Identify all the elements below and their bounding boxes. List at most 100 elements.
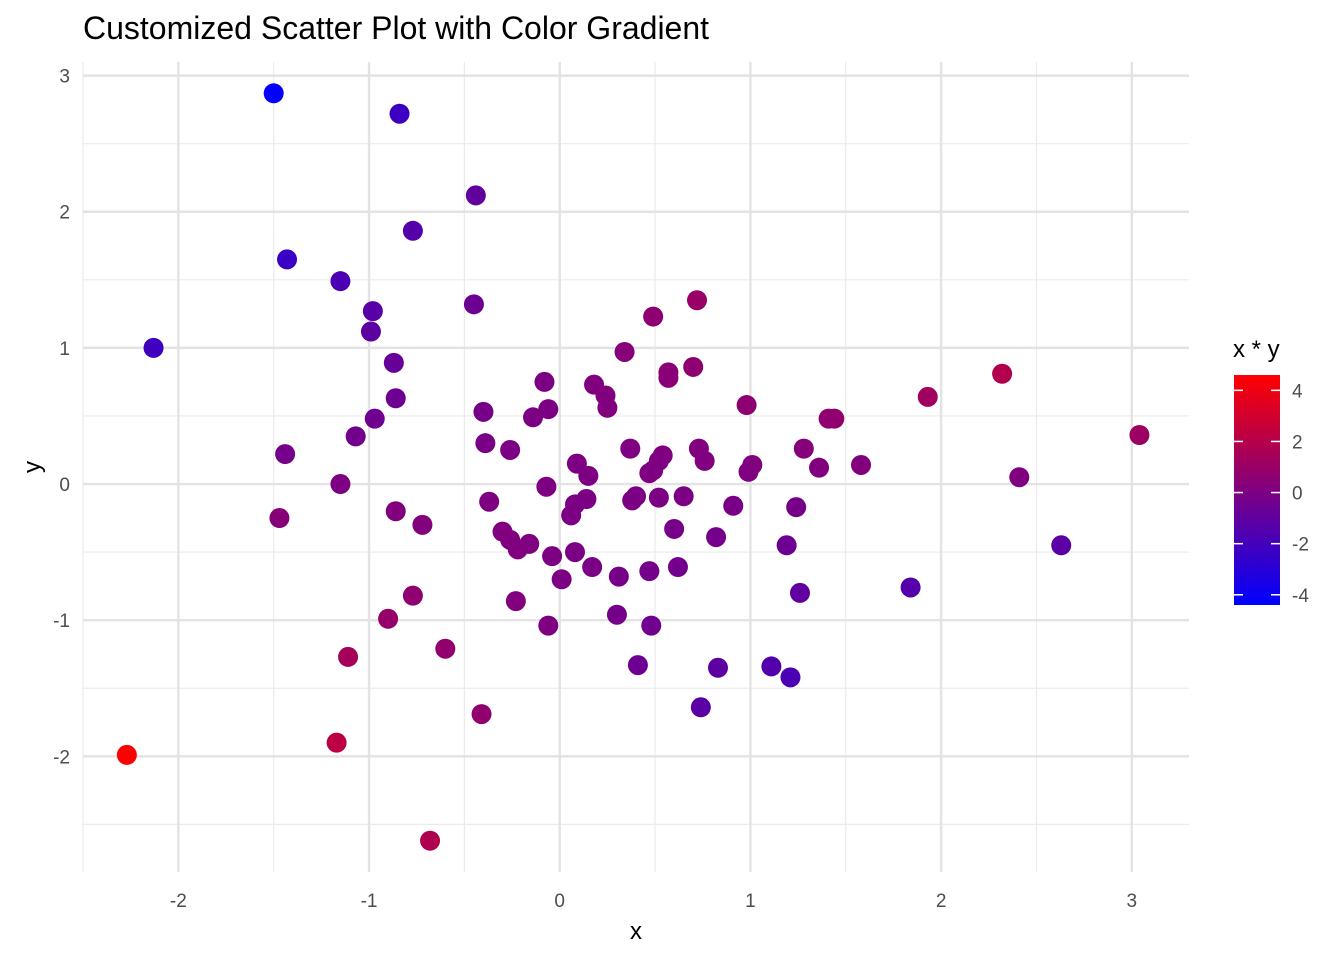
- x-tick-label: -2: [170, 891, 187, 912]
- data-point: [536, 476, 557, 497]
- data-point: [412, 514, 433, 535]
- data-point: [435, 638, 456, 659]
- y-tick-label: 3: [59, 67, 70, 88]
- data-point: [851, 454, 872, 475]
- data-point: [269, 508, 290, 529]
- legend-tick-label: -2: [1292, 535, 1309, 556]
- data-point: [780, 667, 801, 688]
- data-point: [143, 337, 164, 358]
- data-point: [465, 185, 486, 206]
- data-point: [330, 474, 351, 495]
- data-point: [793, 438, 814, 459]
- legend-tick-label: 4: [1292, 381, 1303, 402]
- legend-ticks: 4 2 0 -2 -4: [1234, 381, 1309, 607]
- legend-colorbar: [1234, 375, 1280, 605]
- data-point: [643, 306, 664, 327]
- data-point: [1129, 425, 1150, 446]
- data-point: [561, 505, 582, 526]
- data-point: [473, 401, 494, 422]
- data-point: [597, 397, 618, 418]
- data-point: [673, 486, 694, 507]
- data-point: [338, 646, 359, 667]
- color-legend: x * y 4 2 0 -2 -4: [1233, 336, 1309, 607]
- data-point: [116, 744, 137, 765]
- data-point: [534, 371, 555, 392]
- data-point: [1009, 467, 1030, 488]
- data-point: [500, 439, 521, 460]
- data-point: [736, 395, 757, 416]
- data-point: [564, 542, 585, 563]
- data-point: [614, 341, 635, 362]
- data-point: [706, 527, 727, 548]
- data-point: [364, 408, 385, 429]
- data-point: [330, 271, 351, 292]
- data-point: [360, 321, 381, 342]
- data-point: [658, 367, 679, 388]
- data-point: [606, 604, 627, 625]
- x-tick-label: 3: [1127, 891, 1138, 912]
- data-point: [326, 732, 347, 753]
- minor-gridlines: [82, 62, 1189, 872]
- data-point: [362, 301, 383, 322]
- data-point: [789, 582, 810, 603]
- data-point: [542, 546, 563, 567]
- data-point: [420, 830, 441, 851]
- data-point: [1051, 535, 1072, 556]
- x-tick-label: 2: [936, 891, 947, 912]
- y-tick-label: -1: [53, 611, 70, 632]
- data-point: [687, 290, 708, 311]
- data-point: [667, 557, 688, 578]
- data-point: [992, 363, 1013, 384]
- data-point: [694, 450, 715, 471]
- y-axis-title: y: [19, 461, 46, 473]
- data-point: [463, 294, 484, 315]
- data-point: [917, 386, 938, 407]
- data-point: [824, 408, 845, 429]
- data-point: [507, 539, 528, 560]
- data-point: [385, 501, 406, 522]
- x-tick-label: -1: [361, 891, 378, 912]
- data-point: [475, 433, 496, 454]
- data-point: [538, 399, 559, 420]
- data-point: [738, 461, 759, 482]
- data-point: [707, 657, 728, 678]
- data-point: [627, 655, 648, 676]
- data-point: [383, 352, 404, 373]
- major-gridlines: [83, 62, 1189, 872]
- data-point: [551, 569, 572, 590]
- data-point: [389, 103, 410, 124]
- data-point: [402, 220, 423, 241]
- y-tick-label: 1: [59, 339, 70, 360]
- data-point: [683, 356, 704, 377]
- data-point: [639, 463, 660, 484]
- y-tick-label: 0: [59, 475, 70, 496]
- y-axis-tick-labels: -2 -1 0 1 2 3: [53, 67, 70, 769]
- y-tick-label: 2: [59, 203, 70, 224]
- data-point: [582, 557, 603, 578]
- data-point: [641, 615, 662, 636]
- data-point: [263, 83, 284, 104]
- data-point: [471, 704, 492, 725]
- data-points: [116, 83, 1150, 851]
- data-point: [786, 497, 807, 518]
- data-point: [761, 656, 782, 677]
- data-point: [608, 566, 629, 587]
- legend-tick-label: 2: [1292, 432, 1303, 453]
- legend-title: x * y: [1233, 336, 1280, 363]
- data-point: [378, 608, 399, 629]
- data-point: [664, 518, 685, 539]
- legend-tick-label: 0: [1292, 484, 1303, 505]
- data-point: [900, 577, 921, 598]
- data-point: [622, 490, 643, 511]
- x-axis-title: x: [630, 918, 642, 945]
- legend-tick-label: -4: [1292, 586, 1309, 607]
- data-point: [723, 495, 744, 516]
- data-point: [639, 561, 660, 582]
- y-tick-label: -2: [53, 747, 70, 768]
- data-point: [538, 615, 559, 636]
- data-point: [578, 465, 599, 486]
- x-tick-label: 0: [554, 891, 565, 912]
- data-point: [385, 388, 406, 409]
- data-point: [479, 491, 500, 512]
